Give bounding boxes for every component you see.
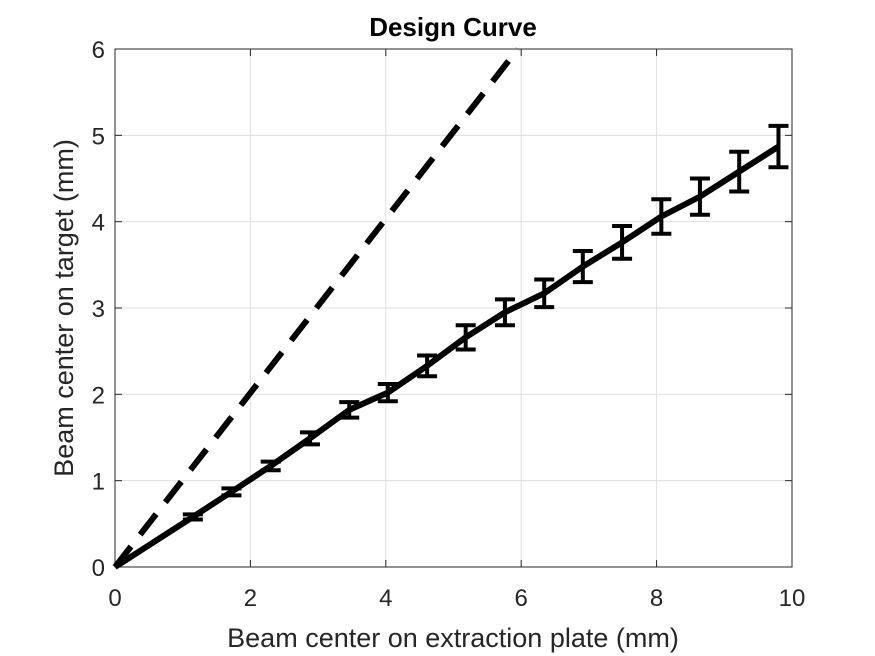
error-bar [612,223,633,261]
y-tick-label: 3 [92,296,105,323]
y-axis-label: Beam center on target (mm) [49,139,79,477]
error-bar [417,353,438,379]
ticks: 0 2 4 6 8 10 0 1 2 3 4 5 6 [92,37,806,612]
y-tick-label: 5 [92,123,105,150]
error-bar [182,512,203,522]
y-tick-label: 2 [92,382,105,409]
error-bar [221,486,242,498]
error-bar [377,381,398,404]
x-tick-label: 8 [650,585,663,612]
error-bar [260,459,281,473]
x-tick-label: 2 [244,585,257,612]
y-tick-label: 4 [92,210,105,237]
x-tick-label: 0 [108,585,121,612]
reference-dashed-line [112,47,521,569]
chart-title: Design Curve [369,12,537,42]
grid [114,48,793,568]
error-bar [572,249,593,285]
error-bar [534,277,555,310]
series [112,47,789,570]
x-tick-label: 10 [779,585,806,612]
x-tick-label: 6 [515,585,528,612]
y-tick-label: 1 [92,469,105,496]
error-bar [494,297,515,328]
error-bar [339,400,360,420]
error-bar [651,197,672,236]
error-bar [299,430,320,447]
error-bar [768,123,789,170]
x-tick-label: 4 [379,585,392,612]
error-bar [689,176,710,217]
design-curve-line [113,144,781,570]
error-bar [455,323,476,352]
y-tick-label: 6 [92,37,105,64]
x-axis-label: Beam center on extraction plate (mm) [227,623,679,653]
error-bar [729,149,750,194]
y-tick-label: 0 [92,555,105,582]
